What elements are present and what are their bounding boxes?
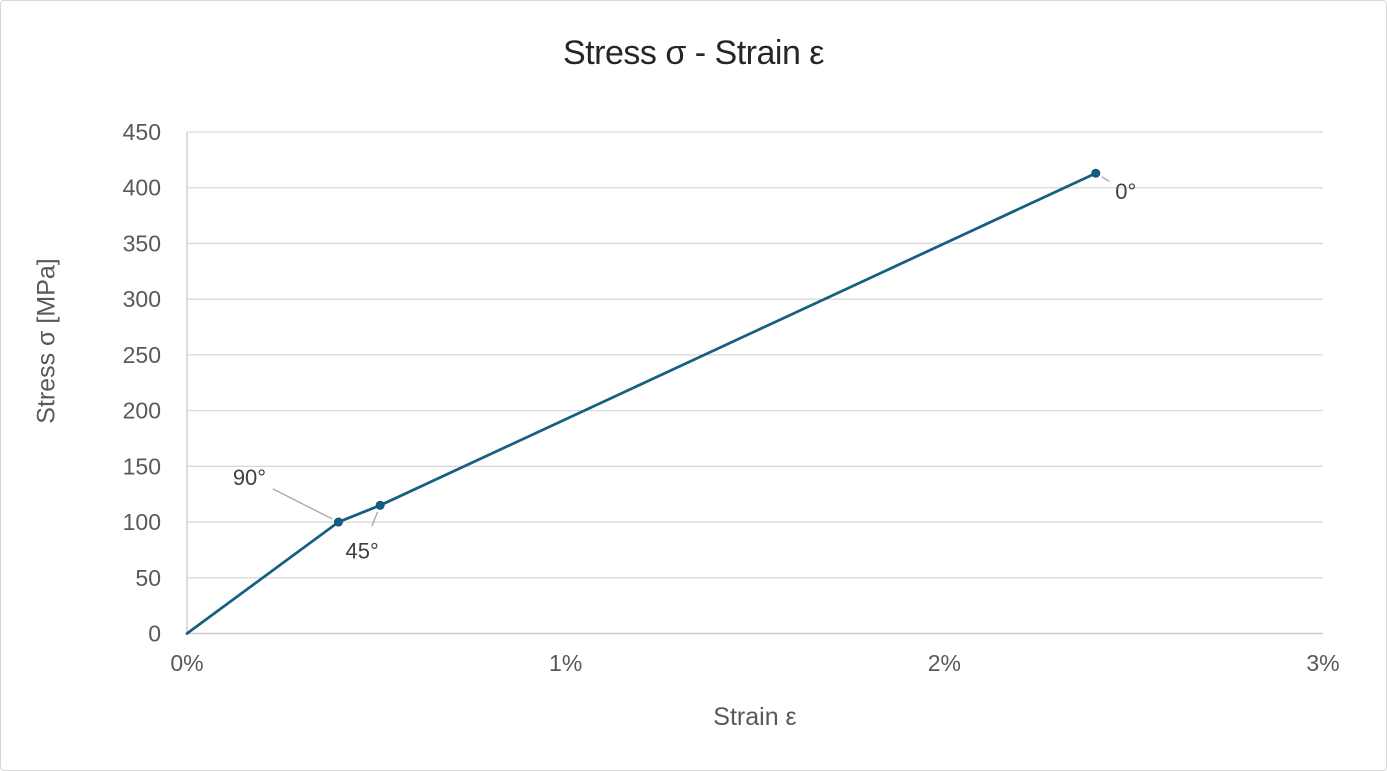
y-tick-label: 400 xyxy=(123,175,161,201)
data-point-marker xyxy=(1091,168,1101,178)
data-point-marker xyxy=(375,500,385,510)
y-tick-label: 50 xyxy=(135,565,161,591)
chart-title: Stress σ - Strain ε xyxy=(563,34,824,72)
series-line xyxy=(185,171,1098,635)
data-point-marker xyxy=(333,517,343,527)
y-tick-label: 300 xyxy=(123,286,161,312)
y-tick-label: 200 xyxy=(123,398,161,424)
data-label-leader-line xyxy=(1101,176,1110,182)
x-tick-label: 2% xyxy=(928,650,961,676)
data-label-leader-line xyxy=(371,511,379,527)
data-point-label: 90° xyxy=(233,465,266,490)
y-tick-label: 450 xyxy=(123,119,161,145)
y-tick-label: 350 xyxy=(123,230,161,256)
x-tick-label: 3% xyxy=(1306,650,1339,676)
x-tick-label: 0% xyxy=(170,650,203,676)
y-tick-label: 0 xyxy=(148,621,161,647)
x-axis-title: Strain ε xyxy=(713,703,797,731)
x-tick-label: 1% xyxy=(549,650,582,676)
y-tick-label: 250 xyxy=(123,342,161,368)
data-label-leader-line xyxy=(272,488,333,520)
data-point-label: 0° xyxy=(1115,179,1136,204)
y-tick-label: 150 xyxy=(123,453,161,479)
data-point-label: 45° xyxy=(345,538,378,563)
y-tick-label: 100 xyxy=(123,509,161,535)
